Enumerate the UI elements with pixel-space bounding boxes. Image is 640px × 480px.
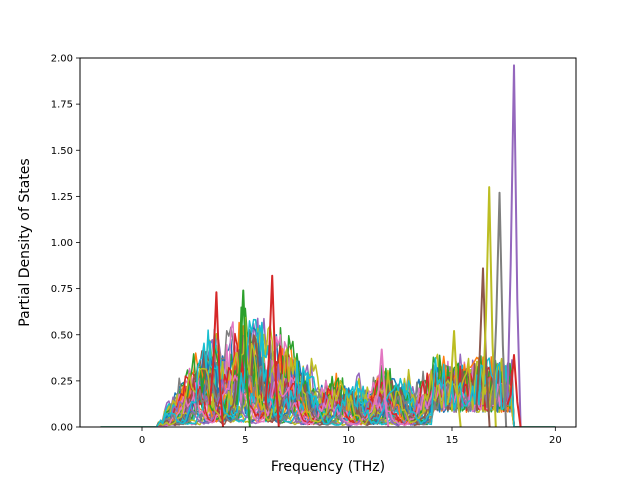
y-tick-label: 1.50 [51, 146, 73, 157]
series-layer [100, 64, 556, 427]
y-axis: 0.00 0.25 0.50 0.75 1.00 1.25 1.50 1.75 2.00 [51, 54, 80, 434]
x-tick-label: 5 [242, 435, 248, 446]
x-axis-label: Frequency (THz) [271, 459, 385, 475]
pdos-series-line [100, 374, 556, 427]
x-tick-label: 0 [139, 435, 145, 446]
x-axis: 0 5 10 15 20 [139, 427, 562, 446]
pdos-peak-line [475, 267, 491, 427]
x-tick-label: 15 [446, 435, 459, 446]
pdos-peak-line [446, 330, 462, 427]
y-tick-label: 0.00 [51, 423, 73, 434]
y-tick-label: 0.75 [51, 284, 73, 295]
y-tick-label: 1.25 [51, 192, 73, 203]
x-tick-label: 20 [549, 435, 562, 446]
y-tick-label: 0.50 [51, 330, 73, 341]
pdos-peak-line [506, 64, 522, 427]
pdos-peak-line [506, 354, 522, 427]
pdos-peak-line [264, 274, 280, 427]
pdos-peak-line [374, 348, 390, 427]
y-tick-label: 1.00 [51, 238, 73, 249]
y-tick-label: 0.25 [51, 376, 73, 387]
pdos-series-line [100, 318, 556, 427]
pdos-peak-line [235, 289, 251, 427]
x-tick-label: 10 [342, 435, 355, 446]
pdos-peak-line [491, 191, 508, 427]
y-axis-label: Partial Density of States [17, 158, 33, 326]
y-tick-label: 1.75 [51, 100, 73, 111]
pdos-peak-line [208, 291, 225, 427]
y-tick-label: 2.00 [51, 54, 73, 65]
